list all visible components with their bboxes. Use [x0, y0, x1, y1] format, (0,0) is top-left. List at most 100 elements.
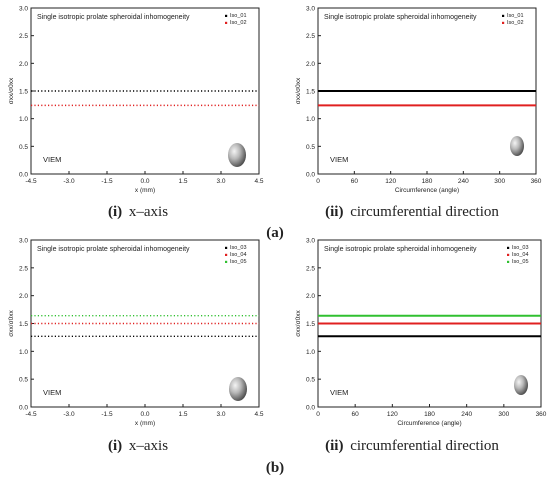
legend-entry: Iso_05 [512, 259, 529, 265]
x-tick-label: 4.5 [254, 411, 263, 418]
y-tick-label: 0.5 [306, 377, 315, 384]
legend-entry: Iso_02 [230, 20, 247, 26]
x-tick-label: 300 [498, 411, 509, 418]
legend-entry: Iso_02 [507, 20, 524, 26]
x-tick-label: 1.5 [178, 411, 187, 418]
y-tick-label: 2.5 [306, 265, 315, 272]
x-tick-label: 0.0 [140, 411, 149, 418]
x-tick-label: 120 [385, 178, 396, 185]
x-axis-label: Circumference (angle) [397, 420, 461, 427]
x-tick-label: 360 [536, 411, 547, 418]
legend-entry: Iso_01 [507, 13, 524, 19]
spheroid-inclusion-icon [514, 375, 528, 395]
y-tick-label: 1.5 [306, 89, 315, 96]
annotation-label: VIEM [330, 388, 348, 397]
spheroid-inclusion-icon [510, 136, 524, 156]
y-tick-label: 3.0 [306, 238, 315, 245]
y-tick-label: 2.5 [19, 265, 28, 272]
chart-title: Single isotropic prolate spheroidal inho… [37, 14, 190, 21]
y-tick-label: 0.0 [306, 405, 315, 412]
chart-title: Single isotropic prolate spheroidal inho… [37, 246, 190, 253]
legend-marker [507, 260, 510, 263]
y-tick-label: 1.0 [19, 349, 28, 356]
y-axis-label: σxx/σ0xx [295, 77, 302, 104]
x-axis-label: Circumference (angle) [395, 187, 459, 194]
annotation-label: VIEM [43, 155, 61, 164]
y-axis-label: σxx/σ0xx [295, 310, 302, 337]
legend-entry: Iso_03 [512, 245, 529, 251]
y-tick-label: 3.0 [19, 6, 28, 13]
caption-text: x–axis [129, 438, 168, 454]
x-tick-label: 360 [531, 178, 542, 185]
legend-entry: Iso_05 [230, 259, 247, 265]
x-tick-label: 240 [461, 411, 472, 418]
caption-label: (ii) [325, 204, 343, 220]
y-tick-label: 1.0 [306, 116, 315, 123]
chart-panel-4: 0.0 0.5 1.0 1.5 2.0 2.5 3.0 0 60 120 180 240 300 360 C… [295, 238, 547, 428]
y-tick-label: 1.5 [19, 321, 28, 328]
x-tick-label: 0 [316, 178, 320, 185]
legend-entry: Iso_04 [512, 252, 529, 258]
x-tick-label: -4.5 [25, 178, 37, 185]
x-tick-label: 0.0 [140, 178, 149, 185]
y-axis-label: σxx/σ0xx [8, 310, 15, 337]
x-tick-label: 240 [458, 178, 469, 185]
legend-marker [225, 260, 228, 263]
y-tick-label: 1.0 [306, 349, 315, 356]
x-tick-label: 1.5 [178, 178, 187, 185]
x-tick-label: 3.0 [216, 411, 225, 418]
y-tick-label: 1.0 [19, 116, 28, 123]
chart-panel-2: 0.0 0.5 1.0 1.5 2.0 2.5 3.0 0 60 120 180 240 300 360 C… [295, 6, 542, 195]
svg-text:(ii) circumferential dir: (ii) circumferential direction [325, 204, 499, 220]
chart-title: Single isotropic prolate spheroidal inho… [324, 246, 477, 253]
x-tick-label: 300 [494, 178, 505, 185]
x-axis-label: x (mm) [135, 187, 155, 194]
spheroid-inclusion-icon [228, 143, 246, 167]
legend-marker [507, 253, 510, 256]
panel-caption-a-i: (i) x–axis [108, 204, 168, 220]
x-tick-label: 180 [424, 411, 435, 418]
legend-marker [502, 21, 505, 24]
chart-panel-1: 0.0 0.5 1.0 1.5 2.0 2.5 3.0 -4.5 -3.0 -1.5 0.0 1.5 3… [8, 6, 264, 195]
y-tick-label: 2.5 [19, 33, 28, 40]
x-tick-label: -4.5 [25, 411, 37, 418]
y-tick-label: 0.0 [306, 172, 315, 179]
y-tick-label: 3.0 [306, 6, 315, 13]
x-tick-label: 3.0 [216, 178, 225, 185]
caption-label: (i) [108, 438, 122, 454]
row-label-b: (b) [266, 460, 284, 476]
legend-entry: Iso_03 [230, 245, 247, 251]
legend-marker [225, 21, 228, 24]
svg-text:(i) x–axis: (i) x–axis [108, 438, 168, 454]
annotation-label: VIEM [43, 388, 61, 397]
legend-entry: Iso_01 [230, 13, 247, 19]
x-tick-label: 60 [352, 411, 360, 418]
x-tick-label: -1.5 [101, 178, 113, 185]
x-tick-label: -1.5 [101, 411, 113, 418]
x-axis-label: x (mm) [135, 420, 155, 427]
legend-marker [225, 14, 228, 17]
svg-text:(ii) circumferential dir: (ii) circumferential direction [325, 438, 499, 454]
caption-text: circumferential direction [350, 204, 499, 220]
caption-label: (ii) [325, 438, 343, 454]
svg-text:(i) x–axis: (i) x–axis [108, 204, 168, 220]
caption-text: x–axis [129, 204, 168, 220]
spheroid-inclusion-icon [229, 377, 247, 401]
y-tick-label: 0.5 [306, 144, 315, 151]
y-tick-label: 2.0 [306, 293, 315, 300]
y-tick-label: 1.5 [306, 321, 315, 328]
y-tick-label: 1.5 [19, 89, 28, 96]
y-tick-label: 2.5 [306, 33, 315, 40]
x-tick-label: -3.0 [63, 411, 75, 418]
y-axis-label: σxx/σ0xx [8, 77, 15, 104]
x-tick-label: -3.0 [63, 178, 75, 185]
x-tick-label: 60 [351, 178, 359, 185]
legend-entry: Iso_04 [230, 252, 247, 258]
caption-label: (i) [108, 204, 122, 220]
legend-marker [225, 253, 228, 256]
panel-caption-b-ii: (ii) circumferential direction [325, 438, 499, 454]
panel-caption-b-i: (i) x–axis [108, 438, 168, 454]
x-tick-label: 120 [387, 411, 398, 418]
caption-text: circumferential direction [350, 438, 499, 454]
